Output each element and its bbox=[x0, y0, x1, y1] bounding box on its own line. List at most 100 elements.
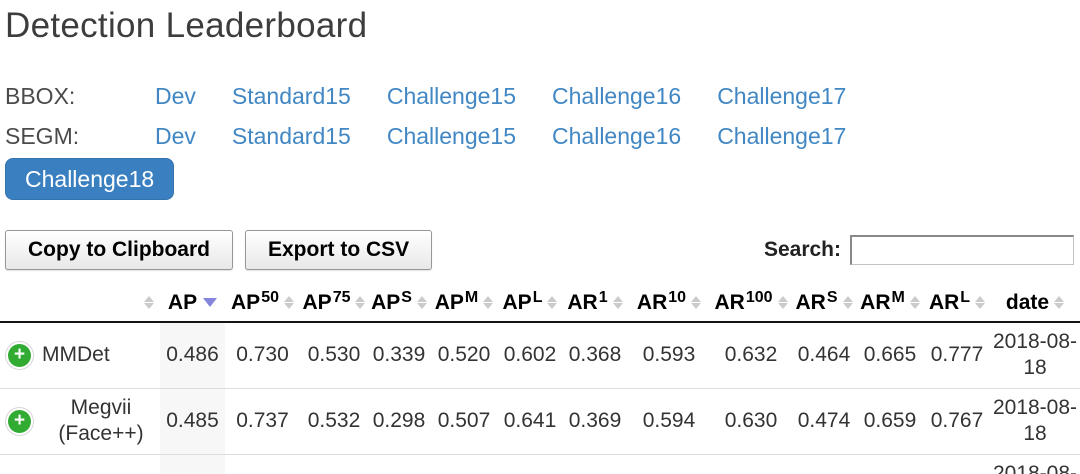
metric-value-cell bbox=[498, 453, 562, 474]
metric-value-cell: 0.507 bbox=[430, 387, 498, 454]
column-header-ap50[interactable]: AP50 bbox=[225, 284, 300, 323]
column-label-superscript: 1 bbox=[598, 288, 608, 306]
column-label: AR10 bbox=[636, 288, 687, 314]
column-header-ar1[interactable]: AR1 bbox=[562, 284, 628, 323]
nav-label: BBOX: bbox=[5, 82, 76, 109]
nav-link-challenge16[interactable]: Challenge16 bbox=[552, 122, 682, 149]
column-label: date bbox=[1005, 290, 1050, 314]
metric-value-cell: 0.602 bbox=[503, 343, 557, 367]
metric-value-cell: 0.485 bbox=[160, 387, 225, 454]
metric-value-cell: 0.659 bbox=[856, 387, 924, 454]
column-header-expand[interactable] bbox=[0, 284, 160, 323]
column-label-superscript: L bbox=[960, 288, 971, 306]
nav-link-standard15[interactable]: Standard15 bbox=[231, 82, 351, 109]
search-area: Search: bbox=[764, 235, 1074, 265]
column-label-superscript: L bbox=[532, 288, 543, 306]
sort-both-icon bbox=[777, 296, 788, 309]
metric-value-cell bbox=[856, 453, 924, 474]
column-header-ap75[interactable]: AP75 bbox=[300, 284, 368, 323]
sort-both-icon bbox=[612, 296, 623, 309]
metric-value-cell: 0.474 bbox=[792, 387, 856, 454]
column-header-ar100[interactable]: AR100 bbox=[710, 284, 792, 323]
expand-row-icon[interactable] bbox=[8, 343, 31, 367]
column-label: ARM bbox=[860, 288, 905, 314]
sort-both-icon bbox=[355, 296, 366, 309]
column-label: APL bbox=[502, 288, 543, 314]
metric-value-cell: 0.368 bbox=[568, 343, 622, 367]
challenge18-button[interactable]: Challenge18 bbox=[5, 158, 175, 200]
column-label: AR1 bbox=[567, 288, 608, 314]
metric-value-cell: 0.486 bbox=[160, 322, 225, 388]
sort-both-icon bbox=[909, 296, 920, 309]
nav-link-challenge15[interactable]: Challenge15 bbox=[386, 82, 517, 109]
nav-links: Dev Standard15 Challenge15 Challenge16 Chall… bbox=[155, 83, 846, 110]
column-header-apm[interactable]: APM bbox=[430, 284, 498, 323]
segm-nav-row: SEGM: Dev Standard15 Challenge15 Challenge16… bbox=[5, 116, 1080, 156]
metric-value-cell: 0.532 bbox=[300, 387, 368, 454]
metric-value-cell bbox=[924, 453, 990, 474]
nav-label: SEGM: bbox=[5, 122, 80, 149]
metric-value-cell: 0.641 bbox=[498, 387, 562, 454]
table-row: Megvii (Face++) 0.4850.7370.5320.2980.507… bbox=[0, 387, 1080, 454]
metric-value-cell: 0.730 bbox=[236, 343, 289, 367]
metric-value-cell bbox=[300, 453, 368, 474]
nav-link-challenge15[interactable]: Challenge15 bbox=[386, 122, 517, 149]
column-label: APM bbox=[434, 288, 479, 314]
sort-both-icon bbox=[842, 296, 853, 309]
metric-value-cell: 0.665 bbox=[863, 343, 917, 367]
metric-value-cell: 0.767 bbox=[924, 387, 990, 454]
metric-value-cell: 0.369 bbox=[562, 387, 628, 454]
nav-link-dev[interactable]: Dev bbox=[155, 122, 196, 149]
metric-value-cell: 0.593 bbox=[642, 343, 696, 367]
metric-value-cell: 0.777 bbox=[930, 343, 984, 367]
row-name: Megvii (Face++) bbox=[58, 396, 144, 445]
column-label: ARS bbox=[795, 288, 838, 314]
column-header-ap[interactable]: AP bbox=[160, 284, 225, 323]
column-label-superscript: 10 bbox=[668, 288, 687, 306]
sort-both-icon bbox=[144, 296, 154, 309]
nav-link-standard15[interactable]: Standard15 bbox=[231, 122, 351, 149]
sort-both-icon bbox=[483, 296, 494, 309]
column-header-aps[interactable]: APS bbox=[368, 284, 430, 323]
sort-both-icon bbox=[283, 296, 294, 309]
column-header-ar10[interactable]: AR10 bbox=[628, 284, 710, 323]
leaderboard-nav: BBOX: Dev Standard15 Challenge15 Challenge16… bbox=[0, 76, 1080, 156]
column-header-apl[interactable]: APL bbox=[498, 284, 562, 323]
metric-value-cell: 0.632 bbox=[724, 343, 778, 367]
expand-row-icon[interactable] bbox=[8, 409, 31, 433]
column-label-superscript: M bbox=[464, 288, 479, 306]
column-label: AR100 bbox=[714, 288, 773, 314]
nav-link-challenge17[interactable]: Challenge17 bbox=[717, 82, 847, 109]
nav-link-dev[interactable]: Dev bbox=[155, 82, 196, 109]
metric-value-cell: 0.737 bbox=[225, 387, 300, 454]
nav-link-challenge17[interactable]: Challenge17 bbox=[717, 122, 847, 149]
column-header-arl[interactable]: ARL bbox=[924, 284, 990, 323]
sort-both-icon bbox=[975, 296, 986, 309]
sort-both-icon bbox=[691, 296, 702, 309]
column-header-date[interactable]: date bbox=[990, 284, 1080, 323]
search-label: Search: bbox=[763, 238, 841, 261]
column-header-arm[interactable]: ARM bbox=[856, 284, 924, 323]
column-label-superscript: S bbox=[401, 288, 412, 306]
column-label-superscript: S bbox=[826, 288, 838, 306]
column-header-ars[interactable]: ARS bbox=[792, 284, 856, 323]
metric-value-cell: 0.520 bbox=[437, 343, 491, 367]
row-name-cell bbox=[0, 453, 160, 474]
sort-desc-icon bbox=[203, 298, 218, 307]
metric-value-cell bbox=[710, 453, 792, 474]
bbox-nav-row: BBOX: Dev Standard15 Challenge15 Challenge16… bbox=[5, 76, 1080, 116]
column-label-superscript: 50 bbox=[261, 288, 279, 306]
export-to-csv-button[interactable]: Export to CSV bbox=[245, 230, 433, 270]
copy-to-clipboard-button[interactable]: Copy to Clipboard bbox=[5, 230, 233, 270]
search-input[interactable] bbox=[850, 235, 1074, 265]
nav-link-challenge16[interactable]: Challenge16 bbox=[552, 82, 682, 109]
row-name-cell: Megvii (Face++) bbox=[0, 387, 160, 454]
table-row: MMDet 0.486 0.730 0.530 0.339 0.520 0.602 0.368… bbox=[0, 322, 1080, 388]
row-name-cell: MMDet bbox=[0, 322, 160, 388]
nav-links: Dev Standard15 Challenge15 Challenge16 Chall… bbox=[155, 123, 846, 150]
metric-value-cell: 0.464 bbox=[797, 343, 851, 367]
metric-value-cell: 0.594 bbox=[628, 387, 710, 454]
table-toolbar: Copy to Clipboard Export to CSV Search: bbox=[0, 230, 1080, 270]
metric-value-cell bbox=[628, 453, 710, 474]
metric-value-cell bbox=[430, 453, 498, 474]
